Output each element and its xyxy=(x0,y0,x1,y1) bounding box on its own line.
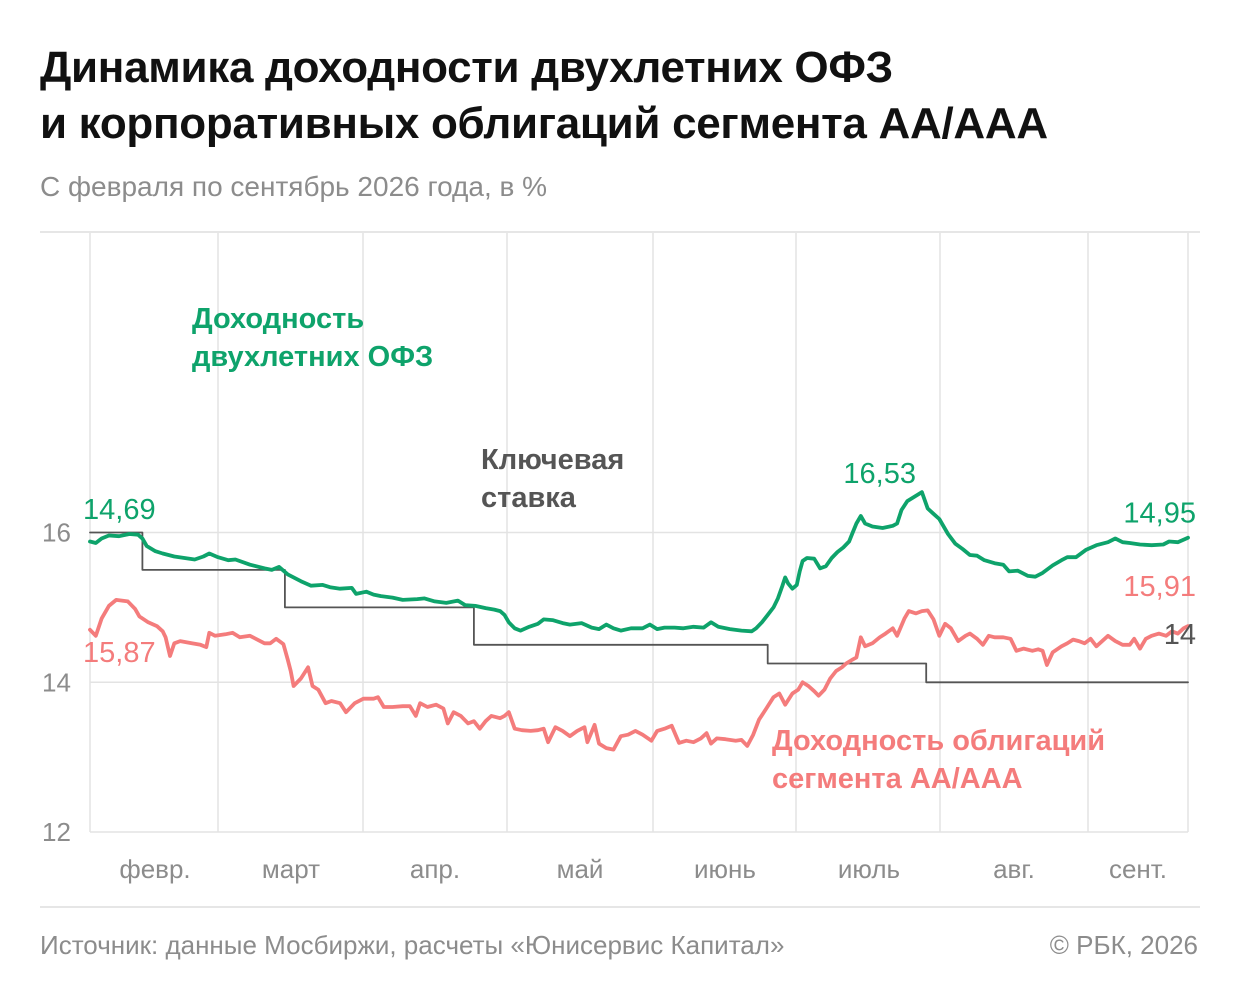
data-value-label: 16,53 xyxy=(843,458,916,490)
y-tick-label: 14 xyxy=(42,667,71,697)
chart-title-line-2: и корпоративных облигаций сегмента AA/AA… xyxy=(40,99,1048,148)
key-rate-label-line-1: Ключевая xyxy=(481,444,624,476)
x-tick-label: авг. xyxy=(993,854,1035,884)
yield-line-chart: 12 14 16 февр. март апр. май июнь июль авг. сент. Д… xyxy=(42,233,1196,884)
top-divider xyxy=(40,231,1200,233)
data-value-label: 15,87 xyxy=(83,637,156,669)
corporate-series-label-line-2: сегмента AA/AAA xyxy=(772,763,1023,795)
data-value-label: 14,69 xyxy=(83,494,156,526)
corporate-yield-line xyxy=(88,598,1190,752)
y-tick-label: 12 xyxy=(42,817,71,847)
data-value-label: 14,95 xyxy=(1123,498,1196,530)
corporate-series-label-line-1: Доходность облигаций xyxy=(772,725,1105,757)
x-tick-label: март xyxy=(262,854,320,884)
ofz-yield-line xyxy=(88,490,1190,634)
chart-title-line-1: Динамика доходности двухлетних ОФЗ xyxy=(40,43,893,92)
source-note: Источник: данные Мосбиржи, расчеты «Юнис… xyxy=(40,930,785,960)
bottom-divider xyxy=(40,906,1200,908)
x-tick-label: сент. xyxy=(1109,854,1167,884)
data-value-label: 14 xyxy=(1164,619,1196,651)
data-value-label: 15,91 xyxy=(1123,571,1196,603)
x-tick-label: июнь xyxy=(694,854,756,884)
x-tick-label: май xyxy=(557,854,604,884)
y-tick-label: 16 xyxy=(42,518,71,548)
chart-subtitle: С февраля по сентябрь 2026 года, в % xyxy=(40,171,548,202)
chart-title: Динамика доходности двухлетних ОФЗ и кор… xyxy=(40,40,1200,152)
key-rate-label-line-2: ставка xyxy=(481,482,577,514)
x-tick-label: февр. xyxy=(119,854,190,884)
ofz-series-label-line-1: Доходность xyxy=(192,303,364,335)
x-tick-label: апр. xyxy=(410,854,460,884)
key-rate-line xyxy=(89,531,1189,684)
copyright-note: © РБК, 2026 xyxy=(1049,930,1198,960)
ofz-series-label-line-2: двухлетних ОФЗ xyxy=(192,341,433,373)
x-tick-label: июль xyxy=(838,854,900,884)
